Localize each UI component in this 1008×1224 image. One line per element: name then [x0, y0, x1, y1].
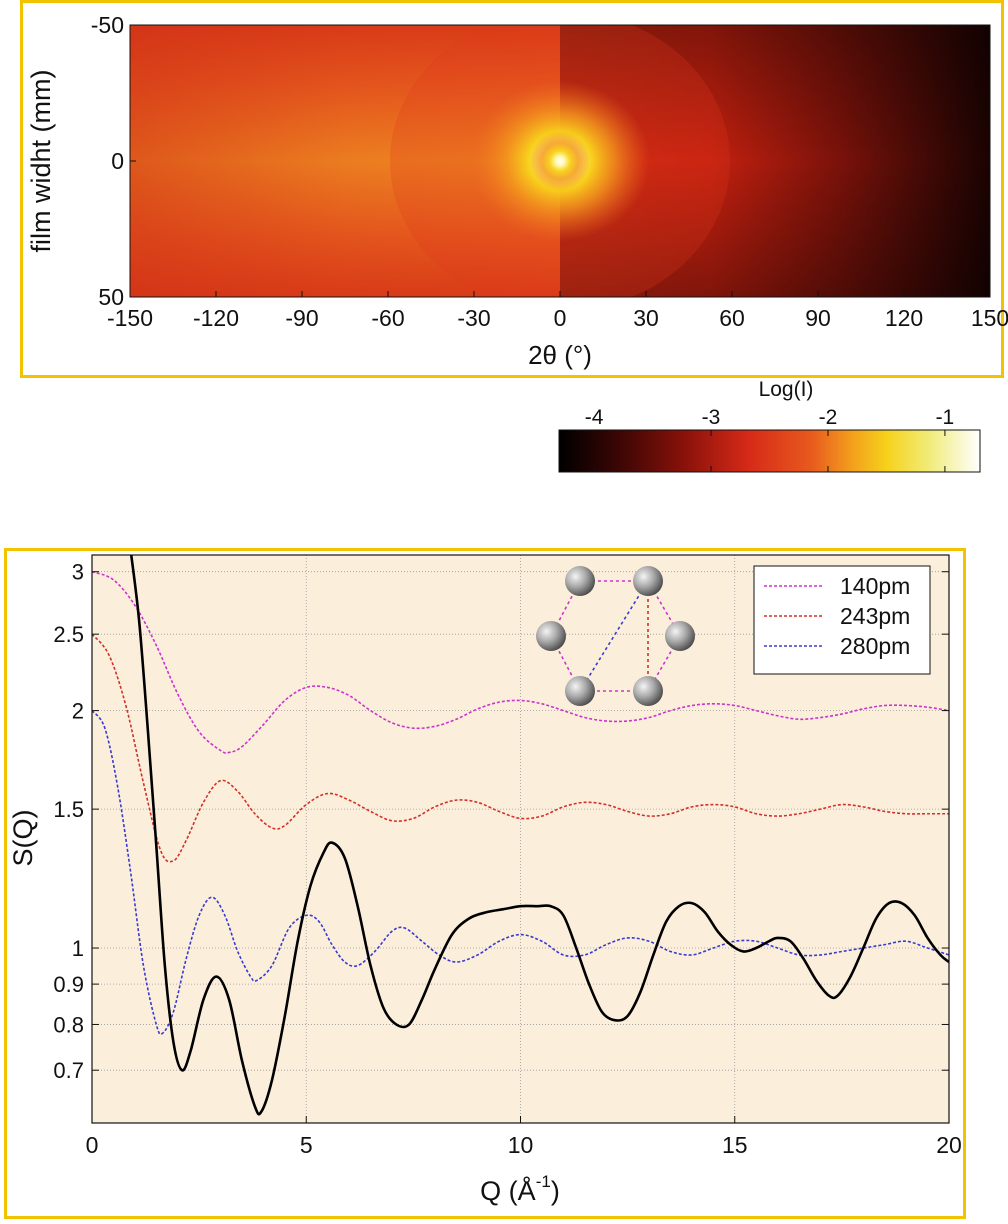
- colorbar-tick-label: -2: [819, 406, 838, 429]
- heatmap-plot-area: [130, 25, 990, 297]
- sq-panel: [4, 548, 966, 1219]
- heatmap-x-tick-label: 0: [554, 305, 567, 331]
- heatmap-panel: [20, 0, 1004, 378]
- heatmap-x-axis-label: 2θ (°): [528, 340, 592, 370]
- colorbar-tick-label: -3: [702, 406, 721, 429]
- heatmap-chart: -150 -120 -90 -60 -30 0 30 60 90 120 150 -50 0 50 2θ…: [26, 12, 1008, 370]
- heatmap-x-tick-label: -30: [457, 305, 490, 331]
- heatmap-y-axis-label: film widht (mm): [26, 70, 56, 253]
- colorbar-gradient: [558, 429, 981, 473]
- heatmap-x-tick-label: 150: [971, 305, 1008, 331]
- heatmap-y-tick-label: 0: [111, 148, 124, 174]
- heatmap-x-tick-label: -150: [107, 305, 153, 331]
- heatmap-x-tick-label: 120: [885, 305, 923, 331]
- heatmap-x-tick-label: -120: [193, 305, 239, 331]
- heatmap-x-tick-label: 30: [633, 305, 659, 331]
- heatmap-x-tick-label: 60: [719, 305, 745, 331]
- heatmap-x-tick-label: -90: [285, 305, 318, 331]
- colorbar-title: Log(I): [759, 378, 814, 401]
- colorbar-tick-label: -1: [936, 406, 955, 429]
- heatmap-x-tick-label: 90: [805, 305, 831, 331]
- center-spot: [530, 131, 590, 191]
- heatmap-y-tick-label: -50: [91, 12, 124, 38]
- heatmap-y-tick-label: 50: [98, 284, 124, 310]
- heatmap-x-tick-label: -60: [371, 305, 404, 331]
- colorbar-tick-label: -4: [585, 406, 604, 429]
